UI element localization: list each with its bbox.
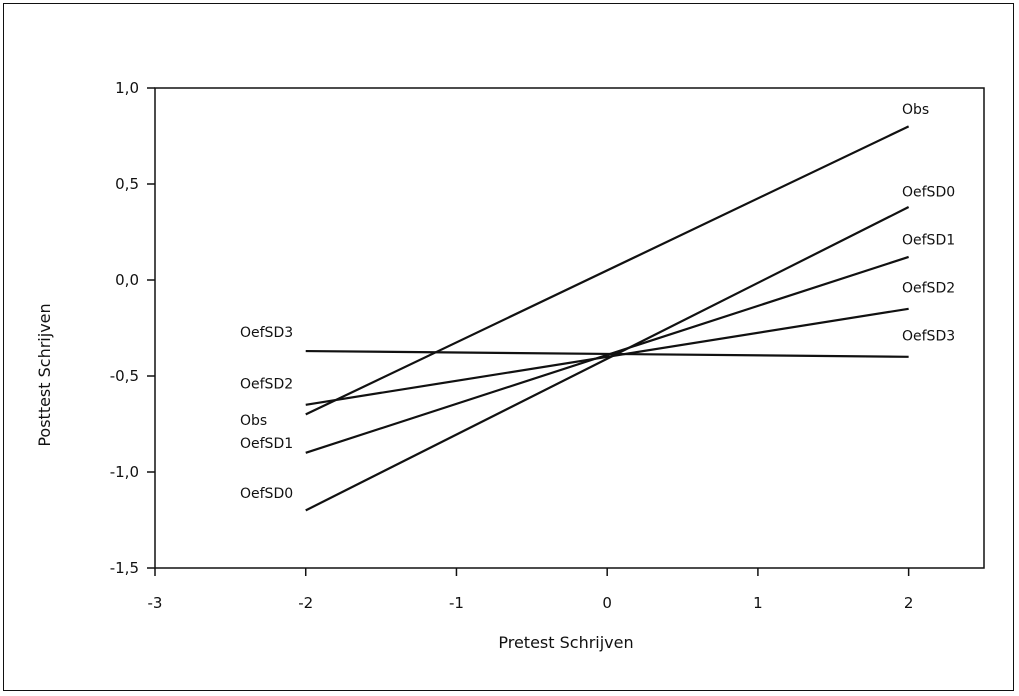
y-tick-label: 1,0 [115, 79, 139, 97]
y-tick-label: 0,0 [115, 271, 139, 289]
series-line-oefsd3 [305, 349, 909, 358]
series-label-right-oefsd1: OefSD1 [902, 233, 955, 249]
series-label-left-oefsd3: OefSD3 [240, 325, 293, 341]
series-label-right-oefsd2: OefSD2 [902, 281, 955, 297]
x-axis-title: Pretest Schrijven [498, 633, 633, 652]
x-tick-label: 1 [753, 594, 763, 612]
y-axis-title: Posttest Schrijven [35, 303, 54, 446]
series-line-obs [305, 125, 910, 416]
x-tick-label: 0 [602, 594, 612, 612]
x-tick-label: -1 [449, 594, 464, 612]
series-label-left-oefsd0: OefSD0 [240, 486, 293, 502]
plot-layer: 1,0 0,5 0,0 -0,5 -1,0 -1,5 -3 -2 -1 0 1 2 OefSD3 OefS… [110, 79, 985, 612]
y-tick-label: 0,5 [115, 175, 139, 193]
series-line-oefsd2 [305, 307, 909, 406]
series-label-left-obs: Obs [240, 413, 267, 429]
plot-area-frame [154, 87, 985, 569]
series-line-oefsd0 [305, 206, 910, 512]
series-label-right-obs: Obs [902, 102, 929, 118]
y-tick-label: -1,0 [110, 463, 139, 481]
figure-frame [3, 3, 1014, 691]
y-tick-label: -1,5 [110, 559, 139, 577]
series-label-right-oefsd3: OefSD3 [902, 329, 955, 345]
x-tick-label: -2 [298, 594, 313, 612]
series-label-right-oefsd0: OefSD0 [902, 185, 955, 201]
x-tick-label: -3 [148, 594, 163, 612]
series-label-left-oefsd2: OefSD2 [240, 377, 293, 393]
x-tick-label: 2 [904, 594, 914, 612]
series-label-left-oefsd1: OefSD1 [240, 436, 293, 452]
y-tick-label: -0,5 [110, 367, 139, 385]
